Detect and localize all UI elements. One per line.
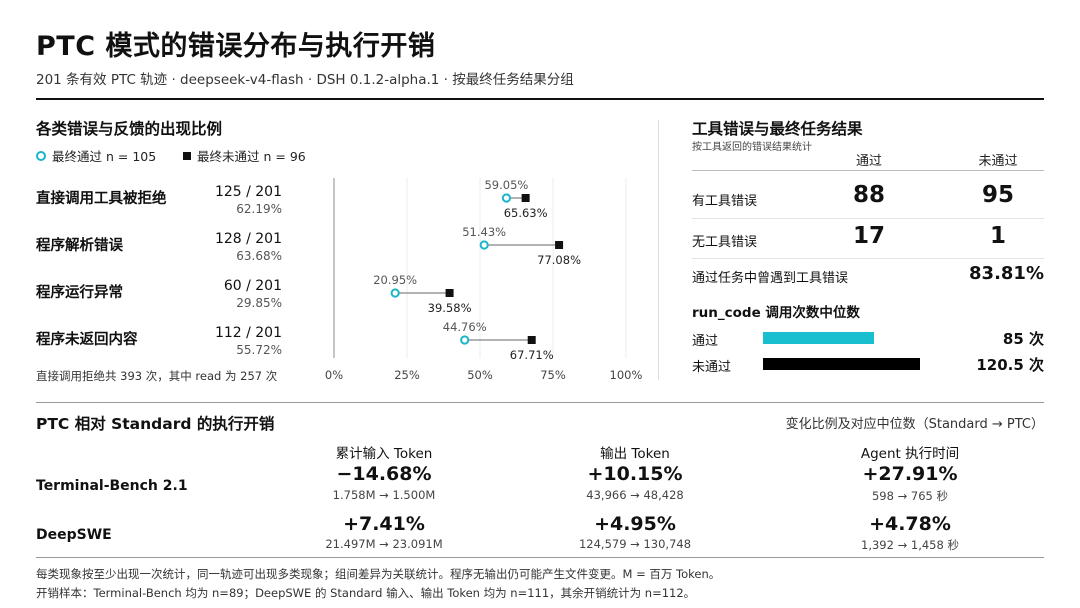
count-fail: 95 xyxy=(981,182,1014,208)
x-tick-label: 50% xyxy=(467,368,493,382)
metric-detail: 124,579 → 130,748 xyxy=(578,537,692,551)
category-percent: 63.68% xyxy=(236,249,282,263)
row-label: 无工具错误 xyxy=(692,235,758,250)
column-header: 输出 Token xyxy=(600,446,670,462)
metric-detail: 1.758M → 1.500M xyxy=(332,488,436,502)
right-panel-subtitle: 按工具返回的错误结果统计 xyxy=(692,142,812,153)
table-rule xyxy=(692,258,1044,259)
category-fraction: 128 / 201 xyxy=(214,231,282,247)
column-header-fail: 未通过 xyxy=(978,154,1018,169)
bottom-rule xyxy=(36,557,1044,558)
x-tick-label: 0% xyxy=(325,368,343,382)
metric-change: −14.68% xyxy=(336,463,432,485)
category-percent: 55.72% xyxy=(236,343,282,357)
pass-point xyxy=(460,335,470,345)
metric-change: +4.95% xyxy=(594,513,676,535)
pass-value-label: 20.95% xyxy=(373,273,417,287)
table-rule xyxy=(692,218,1044,219)
metric-detail: 1,392 → 1,458 秒 xyxy=(861,538,959,552)
dumbbell-chart: 0% 25% 50% 75% 100% 59.05% 65.63% 51.43% 77.08% 2… xyxy=(325,178,643,382)
x-tick-label: 25% xyxy=(394,368,420,382)
category-percent: 29.85% xyxy=(236,296,282,310)
table-rule xyxy=(692,170,1044,171)
benchmark-name: Terminal-Bench 2.1 xyxy=(36,478,188,494)
page-title: PTC 模式的错误分布与执行开销 xyxy=(36,31,436,62)
left-panel-footnote: 直接调用拒绝共 393 次，其中 read 为 257 次 xyxy=(36,369,278,383)
category-fraction: 112 / 201 xyxy=(214,325,282,341)
metric-change: +10.15% xyxy=(587,463,683,485)
category-fraction: 125 / 201 xyxy=(214,184,282,200)
count-fail: 1 xyxy=(989,223,1006,249)
pass-value-label: 44.76% xyxy=(443,320,487,334)
category-label: 直接调用工具被拒绝 xyxy=(36,191,167,207)
category-percent: 62.19% xyxy=(236,202,282,216)
fail-value-label: 65.63% xyxy=(504,206,548,220)
bottom-note: 变化比例及对应中位数（Standard → PTC） xyxy=(785,417,1044,432)
category-label: 程序解析错误 xyxy=(36,238,123,254)
row-label: 有工具错误 xyxy=(692,194,758,209)
legend-pass-label: 最终通过 n = 105 xyxy=(52,149,157,164)
legend-fail-label: 最终未通过 n = 96 xyxy=(197,149,306,164)
pass-value-label: 59.05% xyxy=(484,178,528,192)
column-header-pass: 通过 xyxy=(855,154,882,169)
pass-rate-value: 83.81% xyxy=(969,263,1044,284)
metric-change: +7.41% xyxy=(343,513,425,535)
pass-point xyxy=(390,288,400,298)
footnote-2: 开销样本：Terminal-Bench 均为 n=89；DeepSWE 的 St… xyxy=(36,586,696,600)
bottom-title: PTC 相对 Standard 的执行开销 xyxy=(36,415,275,433)
fail-value-label: 67.71% xyxy=(510,348,554,362)
category-label: 程序未返回内容 xyxy=(36,332,138,348)
page-subtitle: 201 条有效 PTC 轨迹 · deepseek-v4-flash · DSH… xyxy=(36,72,574,88)
pass-rate-label: 通过任务中曾遇到工具错误 xyxy=(692,271,849,286)
median-bar-fail xyxy=(763,358,920,370)
column-header: Agent 执行时间 xyxy=(860,446,960,462)
median-label-pass: 通过 xyxy=(692,334,719,349)
right-panel-title: 工具错误与最终任务结果 xyxy=(692,120,863,138)
median-label-fail: 未通过 xyxy=(692,360,732,375)
median-title: run_code 调用次数中位数 xyxy=(692,305,860,321)
category-fraction: 60 / 201 xyxy=(223,278,282,294)
middle-rule xyxy=(36,402,1044,403)
metric-detail: 598 → 765 秒 xyxy=(871,489,948,503)
fail-point xyxy=(555,241,564,249)
count-pass: 88 xyxy=(852,182,885,208)
category-label: 程序运行异常 xyxy=(36,285,123,301)
count-pass: 17 xyxy=(852,223,885,249)
x-tick-label: 100% xyxy=(610,368,643,382)
benchmark-name: DeepSWE xyxy=(36,527,112,543)
footnote-1: 每类现象按至少出现一次统计，同一轨迹可出现多类现象；组间差异为关联统计。程序无输… xyxy=(36,567,721,581)
metric-detail: 21.497M → 23.091M xyxy=(325,537,443,551)
metric-change: +27.91% xyxy=(862,463,958,485)
fail-value-label: 39.58% xyxy=(428,301,472,315)
pass-point xyxy=(479,240,489,250)
vertical-divider xyxy=(658,120,659,380)
fail-marker-icon xyxy=(183,151,191,160)
column-header: 累计输入 Token xyxy=(335,446,433,462)
pass-value-label: 51.43% xyxy=(462,225,506,239)
top-rule xyxy=(36,98,1044,100)
metric-change: +4.78% xyxy=(869,513,951,535)
median-bar-pass xyxy=(763,332,874,344)
metric-detail: 43,966 → 48,428 xyxy=(586,488,684,502)
legend-pass: 最终通过 n = 105 xyxy=(36,146,156,165)
fail-point xyxy=(445,289,454,297)
pass-marker-icon xyxy=(36,150,46,161)
x-tick-label: 75% xyxy=(540,368,566,382)
legend-fail: 最终未通过 n = 96 xyxy=(183,146,306,165)
fail-point xyxy=(521,194,530,202)
median-value-pass: 85 次 xyxy=(1002,330,1044,348)
fail-point xyxy=(527,336,536,344)
pass-point xyxy=(501,193,512,203)
median-value-fail: 120.5 次 xyxy=(976,356,1044,374)
fail-value-label: 77.08% xyxy=(537,253,581,267)
left-panel-title: 各类错误与反馈的出现比例 xyxy=(36,120,223,138)
